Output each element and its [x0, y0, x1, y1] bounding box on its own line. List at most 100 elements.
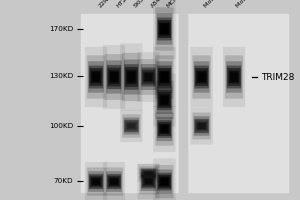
FancyBboxPatch shape: [145, 73, 152, 81]
FancyBboxPatch shape: [141, 169, 156, 177]
FancyBboxPatch shape: [190, 107, 213, 145]
FancyBboxPatch shape: [159, 177, 170, 187]
FancyBboxPatch shape: [143, 178, 154, 186]
FancyBboxPatch shape: [194, 119, 209, 133]
Text: A549: A549: [150, 0, 165, 9]
FancyBboxPatch shape: [157, 120, 172, 138]
FancyBboxPatch shape: [92, 178, 100, 185]
FancyBboxPatch shape: [158, 20, 171, 38]
FancyBboxPatch shape: [124, 117, 139, 134]
FancyBboxPatch shape: [153, 47, 176, 107]
FancyBboxPatch shape: [122, 114, 141, 138]
FancyBboxPatch shape: [89, 66, 103, 88]
FancyBboxPatch shape: [198, 123, 206, 129]
FancyBboxPatch shape: [141, 64, 156, 90]
FancyBboxPatch shape: [196, 71, 207, 83]
FancyBboxPatch shape: [158, 122, 171, 136]
FancyBboxPatch shape: [159, 23, 170, 35]
FancyBboxPatch shape: [139, 166, 158, 180]
FancyBboxPatch shape: [88, 171, 104, 192]
FancyBboxPatch shape: [105, 167, 123, 196]
Text: MCF7: MCF7: [166, 0, 182, 9]
FancyBboxPatch shape: [159, 124, 170, 134]
FancyBboxPatch shape: [143, 72, 154, 82]
FancyBboxPatch shape: [155, 165, 174, 198]
FancyBboxPatch shape: [128, 72, 135, 82]
FancyBboxPatch shape: [155, 7, 174, 51]
FancyBboxPatch shape: [120, 110, 142, 142]
FancyBboxPatch shape: [85, 47, 107, 107]
FancyBboxPatch shape: [109, 177, 119, 186]
Text: Mouse brain: Mouse brain: [236, 0, 267, 9]
FancyBboxPatch shape: [91, 71, 101, 83]
FancyBboxPatch shape: [157, 117, 172, 141]
FancyBboxPatch shape: [107, 174, 121, 189]
FancyBboxPatch shape: [157, 170, 172, 194]
FancyBboxPatch shape: [160, 96, 168, 104]
FancyBboxPatch shape: [88, 61, 104, 93]
FancyBboxPatch shape: [91, 177, 101, 186]
FancyBboxPatch shape: [142, 70, 155, 84]
FancyBboxPatch shape: [125, 67, 138, 87]
FancyBboxPatch shape: [194, 66, 209, 88]
FancyBboxPatch shape: [229, 71, 239, 83]
Text: 170KD: 170KD: [49, 26, 74, 32]
FancyBboxPatch shape: [107, 68, 121, 86]
FancyBboxPatch shape: [141, 172, 156, 191]
FancyBboxPatch shape: [159, 71, 170, 83]
FancyBboxPatch shape: [142, 176, 155, 187]
FancyBboxPatch shape: [137, 164, 160, 182]
FancyBboxPatch shape: [124, 60, 139, 95]
FancyBboxPatch shape: [139, 59, 158, 95]
FancyBboxPatch shape: [195, 120, 208, 132]
Text: Mouse liver: Mouse liver: [203, 0, 233, 9]
FancyBboxPatch shape: [103, 45, 125, 109]
FancyBboxPatch shape: [105, 54, 123, 100]
FancyBboxPatch shape: [157, 66, 172, 88]
Bar: [179, 14, 187, 192]
FancyBboxPatch shape: [87, 167, 105, 196]
FancyBboxPatch shape: [160, 24, 168, 34]
FancyBboxPatch shape: [157, 86, 172, 114]
FancyBboxPatch shape: [153, 158, 176, 200]
FancyBboxPatch shape: [139, 169, 158, 194]
FancyBboxPatch shape: [192, 113, 211, 139]
FancyBboxPatch shape: [125, 121, 138, 131]
FancyBboxPatch shape: [137, 52, 160, 102]
FancyBboxPatch shape: [120, 43, 142, 111]
FancyBboxPatch shape: [198, 72, 206, 82]
FancyBboxPatch shape: [126, 122, 136, 130]
FancyBboxPatch shape: [89, 174, 103, 189]
Text: 130KD: 130KD: [49, 73, 74, 79]
FancyBboxPatch shape: [153, 106, 176, 152]
FancyBboxPatch shape: [106, 171, 122, 192]
Text: 70KD: 70KD: [54, 178, 74, 184]
FancyBboxPatch shape: [230, 72, 238, 82]
FancyBboxPatch shape: [223, 47, 245, 107]
FancyBboxPatch shape: [107, 65, 121, 89]
FancyBboxPatch shape: [195, 68, 208, 86]
Text: SKOV3: SKOV3: [133, 0, 151, 9]
Text: 22Rv1: 22Rv1: [98, 0, 116, 9]
FancyBboxPatch shape: [141, 168, 156, 178]
FancyBboxPatch shape: [145, 171, 152, 175]
FancyBboxPatch shape: [157, 13, 172, 45]
FancyBboxPatch shape: [157, 18, 172, 40]
FancyBboxPatch shape: [192, 55, 211, 99]
FancyBboxPatch shape: [143, 171, 154, 175]
FancyBboxPatch shape: [142, 170, 155, 176]
FancyBboxPatch shape: [160, 125, 168, 133]
FancyBboxPatch shape: [155, 55, 174, 99]
FancyBboxPatch shape: [158, 92, 171, 108]
FancyBboxPatch shape: [159, 94, 170, 106]
FancyBboxPatch shape: [107, 176, 121, 188]
Text: 100KD: 100KD: [49, 123, 74, 129]
FancyBboxPatch shape: [124, 120, 139, 132]
FancyBboxPatch shape: [87, 55, 105, 99]
FancyBboxPatch shape: [145, 179, 152, 184]
FancyBboxPatch shape: [157, 61, 172, 93]
FancyBboxPatch shape: [92, 72, 100, 82]
FancyBboxPatch shape: [160, 72, 168, 82]
FancyBboxPatch shape: [160, 178, 168, 185]
FancyBboxPatch shape: [153, 0, 176, 59]
